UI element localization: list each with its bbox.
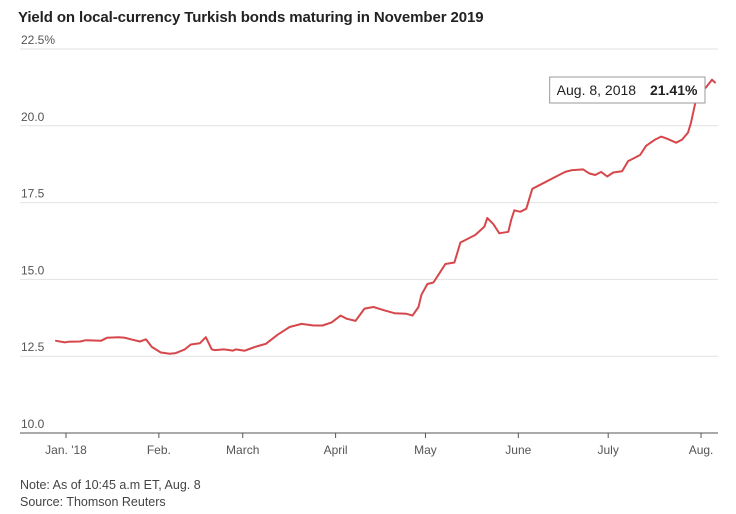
y-tick-label: 10.0 [21, 417, 45, 431]
callout-date: Aug. 8, 2018 [557, 82, 637, 98]
footer-note: Note: As of 10:45 a.m ET, Aug. 8 [20, 478, 201, 492]
y-tick-label: 22.5% [21, 33, 55, 47]
x-tick-label: March [226, 443, 259, 457]
y-tick-label: 20.0 [21, 110, 45, 124]
callout-box [549, 76, 706, 104]
y-tick-label: 12.5 [21, 340, 45, 354]
callout-value: 21.41% [650, 82, 698, 98]
x-tick-label: May [414, 443, 437, 457]
x-tick-label: Jan. '18 [45, 443, 87, 457]
chart-title: Yield on local-currency Turkish bonds ma… [18, 9, 484, 26]
x-tick-label: Feb. [147, 443, 171, 457]
x-axis-ticks: Jan. '18 Feb. March April May June July Aug. [45, 433, 713, 457]
x-tick-label: Aug. [689, 443, 714, 457]
callout-annotation: Aug. 8, 2018 21.41% [549, 76, 706, 104]
y-tick-label: 15.0 [21, 263, 45, 277]
line-chart: 10.0 12.5 15.0 17.5 20.0 22.5% Jan. '18 Feb. Ma… [20, 33, 718, 457]
footer-source: Source: Thomson Reuters [20, 495, 166, 509]
callout-label: Aug. 8, 2018 21.41% [557, 82, 698, 98]
x-tick-label: July [598, 443, 619, 457]
x-tick-label: June [505, 443, 531, 457]
y-tick-label: 17.5 [21, 187, 45, 201]
y-axis-ticks: 10.0 12.5 15.0 17.5 20.0 22.5% [21, 33, 55, 431]
series-line-yield [55, 78, 716, 355]
x-tick-label: April [324, 443, 348, 457]
grid-lines [20, 48, 718, 434]
